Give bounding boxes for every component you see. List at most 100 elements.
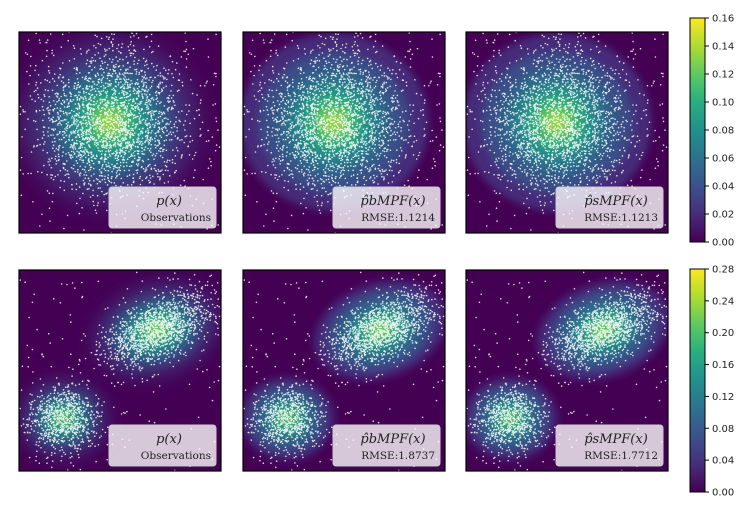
observation-point (343, 161, 346, 164)
observation-point (362, 128, 365, 130)
observation-point (375, 118, 378, 121)
observation-point (104, 50, 107, 52)
observation-point (94, 121, 97, 123)
observation-point (374, 33, 377, 36)
observation-point (327, 103, 329, 106)
observation-point (82, 192, 84, 195)
observation-point (532, 52, 535, 54)
observation-point (83, 229, 85, 231)
observation-point (348, 123, 350, 126)
observation-point (342, 129, 344, 131)
observation-point (103, 159, 105, 161)
observation-point (73, 115, 76, 117)
observation-point (108, 83, 111, 85)
observation-point (442, 146, 445, 148)
observation-point (56, 124, 59, 126)
observation-point (119, 104, 122, 107)
observation-point (167, 72, 169, 75)
observation-point (516, 125, 518, 127)
observation-point (228, 138, 230, 140)
observation-point (114, 66, 117, 68)
observation-point (387, 117, 389, 120)
observation-point (257, 146, 259, 148)
observation-point (339, 154, 342, 156)
observation-point (120, 78, 122, 80)
observation-point (111, 139, 114, 142)
observation-point (110, 177, 113, 180)
observation-point (366, 77, 369, 79)
observation-point (287, 112, 289, 115)
observation-point (328, 155, 331, 157)
observation-point (346, 137, 349, 139)
observation-point (67, 124, 69, 126)
observation-point (89, 113, 92, 116)
observation-point (343, 118, 346, 120)
observation-point (303, 142, 306, 145)
observation-point (341, 155, 344, 158)
observation-point (105, 96, 108, 99)
observation-point (37, 96, 40, 99)
observation-point (52, 192, 54, 195)
observation-point (325, 190, 327, 193)
observation-point (277, 120, 279, 123)
observation-point (336, 68, 338, 71)
observation-point (109, 149, 112, 152)
observation-point (315, 94, 318, 96)
observation-point (324, 171, 326, 173)
observation-point (351, 125, 354, 128)
observation-point (82, 117, 84, 119)
observation-point (81, 104, 84, 107)
observation-point (300, 98, 303, 101)
observation-point (327, 168, 330, 170)
observation-point (308, 138, 311, 140)
observation-point (76, 150, 78, 153)
observation-point (92, 108, 94, 110)
observation-point (104, 102, 107, 105)
observation-point (594, 141, 597, 143)
observation-point (124, 112, 126, 115)
observation-point (310, 50, 312, 52)
observation-point (104, 153, 107, 155)
observation-point (343, 133, 345, 136)
observation-point (69, 91, 71, 94)
observation-point (316, 189, 318, 192)
observation-point (128, 99, 130, 102)
observation-point (378, 146, 381, 149)
observation-point (315, 135, 318, 138)
observation-point (316, 125, 318, 127)
observation-point (123, 115, 126, 118)
observation-point (62, 82, 65, 84)
observation-point (72, 121, 75, 124)
observation-point (101, 130, 103, 132)
observation-point (340, 115, 343, 117)
observation-point (85, 156, 87, 159)
observation-point (360, 159, 363, 161)
observation-point (111, 124, 114, 126)
observation-point (361, 163, 364, 165)
observation-point (325, 140, 328, 143)
observation-point (105, 132, 108, 134)
observation-point (424, 134, 426, 136)
observation-point (316, 112, 319, 114)
observation-point (90, 184, 92, 187)
observation-point (22, 173, 24, 175)
observation-point (146, 127, 149, 130)
observation-point (177, 111, 180, 113)
observation-point (250, 53, 253, 56)
observation-point (161, 169, 163, 171)
observation-point (125, 149, 127, 152)
observation-point (157, 170, 160, 173)
observation-point (296, 45, 299, 47)
observation-point (95, 123, 97, 125)
observation-point (124, 83, 126, 85)
observation-point (153, 183, 155, 185)
observation-point (174, 135, 176, 137)
observation-point (153, 158, 155, 160)
observation-point (320, 155, 322, 158)
observation-point (413, 135, 416, 137)
observation-point (396, 149, 398, 151)
observation-point (348, 138, 350, 141)
observation-point (131, 104, 133, 107)
observation-point (76, 162, 79, 164)
observation-point (110, 41, 113, 44)
